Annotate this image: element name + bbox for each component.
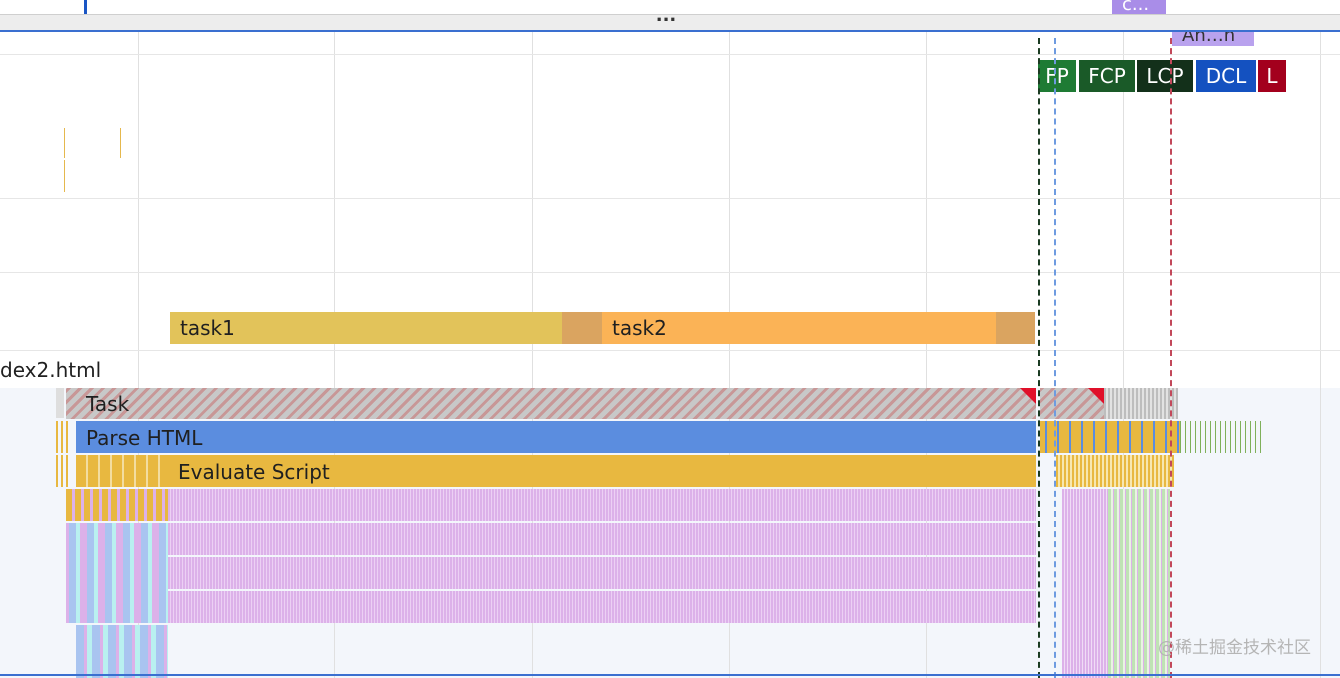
bottom-border bbox=[0, 674, 1340, 676]
row-separator bbox=[0, 54, 1340, 55]
evaluate-script-lead bbox=[56, 455, 70, 487]
lcp-marker[interactable]: LCP bbox=[1137, 60, 1193, 92]
main-track-title[interactable]: dex2.html bbox=[0, 358, 102, 382]
overview-strip bbox=[0, 0, 1340, 14]
fp-marker-line bbox=[1038, 38, 1040, 678]
call-stack-cluster[interactable] bbox=[1108, 489, 1170, 678]
function-call-row[interactable] bbox=[168, 523, 1036, 555]
load-marker[interactable]: L bbox=[1258, 60, 1286, 92]
function-call-row[interactable] bbox=[168, 557, 1036, 589]
long-task-bar[interactable] bbox=[66, 388, 1036, 419]
frame-tick bbox=[64, 128, 65, 158]
call-stack-cluster[interactable] bbox=[76, 625, 168, 678]
parse-html-bar[interactable] bbox=[76, 421, 1036, 453]
call-stack-cluster[interactable] bbox=[1062, 489, 1108, 678]
splitter-accent bbox=[0, 30, 1340, 32]
time-gridline bbox=[1123, 0, 1124, 678]
animation-chip[interactable]: c... bbox=[1112, 0, 1166, 14]
evaluate-script-cluster[interactable] bbox=[1056, 455, 1174, 487]
user-timing-task1-label: task1 bbox=[180, 316, 235, 340]
user-timing-tail bbox=[996, 312, 1035, 344]
user-timing-gap bbox=[562, 312, 602, 344]
task-row-lead bbox=[56, 388, 64, 418]
time-gridline bbox=[1320, 0, 1321, 678]
task-cluster[interactable] bbox=[1104, 388, 1178, 419]
load-marker-line bbox=[1170, 38, 1172, 678]
function-call-row[interactable] bbox=[168, 591, 1036, 623]
splitter-handle-label[interactable]: ... bbox=[655, 5, 677, 26]
long-task-warning-icon bbox=[1088, 388, 1104, 404]
overview-selection-edge[interactable] bbox=[84, 0, 87, 14]
fp-marker[interactable]: FP bbox=[1038, 60, 1076, 92]
parse-html-lead bbox=[56, 421, 70, 453]
animation-chip[interactable]: An…n bbox=[1172, 32, 1254, 46]
evaluate-script-label: Evaluate Script bbox=[178, 460, 330, 484]
row-separator bbox=[0, 350, 1340, 351]
dcl-marker-line bbox=[1054, 38, 1056, 678]
parse-html-cluster[interactable] bbox=[1180, 421, 1264, 453]
row-separator bbox=[0, 198, 1340, 199]
call-stack-cluster[interactable] bbox=[66, 489, 168, 521]
dcl-marker[interactable]: DCL bbox=[1196, 60, 1256, 92]
parse-html-cluster[interactable] bbox=[1040, 421, 1180, 453]
evaluate-script-segments[interactable] bbox=[76, 455, 168, 487]
long-task-warning-icon bbox=[1020, 388, 1036, 404]
task-label: Task bbox=[86, 392, 130, 416]
user-timing-task1[interactable] bbox=[170, 312, 562, 344]
call-stack-cluster[interactable] bbox=[66, 523, 168, 623]
user-timing-task2[interactable] bbox=[602, 312, 996, 344]
watermark: @稀土掘金技术社区 bbox=[1158, 638, 1311, 658]
row-separator bbox=[0, 272, 1340, 273]
frame-tick bbox=[120, 128, 121, 158]
fcp-marker[interactable]: FCP bbox=[1079, 60, 1135, 92]
parse-html-label: Parse HTML bbox=[86, 426, 203, 450]
user-timing-task2-label: task2 bbox=[612, 316, 667, 340]
evaluate-script-bar[interactable] bbox=[168, 455, 1036, 487]
frame-tick bbox=[64, 160, 65, 192]
time-gridline bbox=[138, 0, 139, 678]
panel-splitter[interactable] bbox=[0, 14, 1340, 30]
function-call-row[interactable] bbox=[168, 489, 1036, 521]
